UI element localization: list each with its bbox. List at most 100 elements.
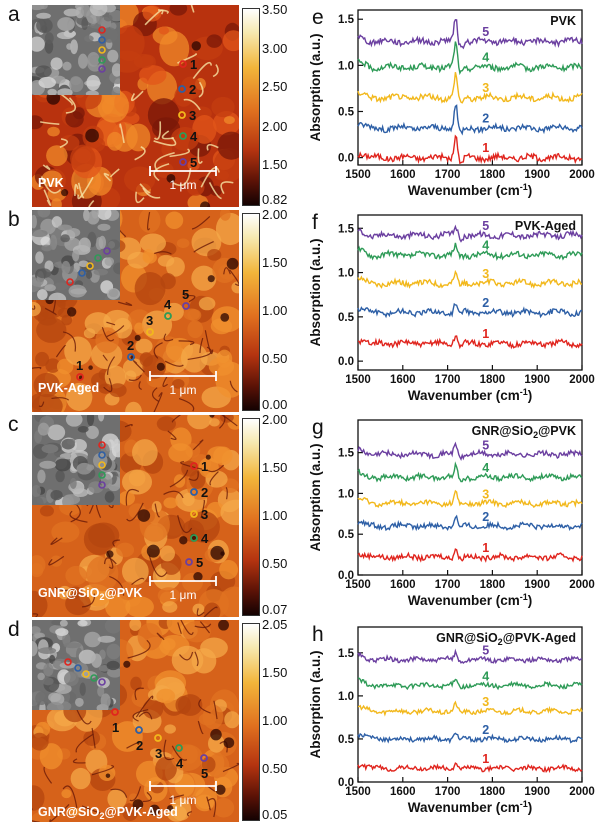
y-tick-label: 0.5 (338, 312, 355, 324)
sample-label: GNR@SiO2@PVK (38, 586, 142, 602)
chart-title: GNR@SiO2@PVK (472, 424, 576, 440)
chart-title: PVK-Aged (515, 219, 576, 233)
sample-label: PVK (38, 176, 64, 190)
chart-title: PVK (550, 14, 576, 28)
series-line-3 (357, 269, 582, 289)
y-tick-label: 1.5 (338, 448, 355, 460)
x-tick-label: 1700 (435, 579, 461, 591)
point-marker-2 (135, 726, 143, 734)
point-marker-5 (200, 754, 208, 762)
point-marker-1 (111, 708, 119, 716)
point-label-3: 3 (146, 313, 153, 328)
y-tick-label: 0.0 (338, 777, 354, 789)
point-label-2: 2 (189, 82, 196, 97)
point-marker-1 (179, 60, 187, 68)
x-tick-label: 2000 (569, 169, 595, 181)
chart-title: GNR@SiO2@PVK-Aged (436, 631, 576, 647)
y-tick-label: 1.5 (338, 223, 355, 235)
inset-marker-5 (98, 678, 106, 686)
color-bar-tick: 2.00 (262, 119, 288, 134)
series-label-5: 5 (482, 438, 489, 452)
y-axis-label: Absorption (a.u.) (308, 444, 323, 552)
point-label-4: 4 (190, 129, 198, 144)
x-tick-label: 1600 (390, 579, 416, 591)
panel-letter-a: a (8, 3, 20, 26)
x-tick-label: 1700 (435, 374, 461, 386)
inset-marker-4 (98, 56, 106, 64)
scale-bar-label: 1 μm (170, 383, 197, 397)
x-tick-label: 1700 (435, 786, 461, 798)
plot-frame (357, 419, 583, 576)
series-label-5: 5 (482, 644, 489, 658)
y-tick-label: 0.5 (338, 734, 355, 746)
sem-inset (32, 5, 120, 95)
x-tick-label: 1500 (345, 579, 371, 591)
series-line-1 (358, 335, 583, 350)
x-tick-label: 1800 (480, 374, 506, 386)
inset-marker-4 (94, 254, 102, 262)
series-label-1: 1 (482, 141, 489, 155)
point-marker-2 (127, 353, 135, 361)
sem-inset (32, 210, 120, 300)
inset-marker-4 (98, 471, 106, 479)
color-bar-tick: 1.50 (262, 665, 288, 680)
point-marker-1 (190, 462, 198, 470)
color-bar-tick: 1.50 (262, 460, 288, 475)
y-tick-label: 1.5 (338, 14, 355, 26)
point-marker-4 (179, 132, 187, 140)
color-bar-tick: 2.05 (262, 617, 288, 632)
sample-label: GNR@SiO2@PVK-Aged (38, 805, 178, 821)
x-tick-label: 1800 (480, 169, 506, 181)
series-line-2 (357, 104, 583, 136)
sample-label: PVK-Aged (38, 381, 99, 395)
afm-texture: 1 2 3 4 5 1 μm GNR@SiO2@PVK (32, 415, 239, 617)
series-line-5 (357, 19, 583, 50)
series-label-2: 2 (482, 296, 489, 310)
inset-marker-3 (82, 670, 90, 678)
sem-inset (32, 415, 120, 505)
plot-frame (357, 626, 583, 783)
panel-letter-c: c (8, 413, 19, 436)
x-axis-label: Wavenumber (cm-1) (408, 182, 533, 198)
point-label-3: 3 (155, 746, 162, 761)
color-bar-tick: 2.50 (262, 79, 288, 94)
inset-marker-5 (103, 247, 111, 255)
panel-letter-g: g (312, 416, 324, 439)
color-bar (242, 623, 260, 821)
series-line-4 (357, 461, 583, 483)
series-label-1: 1 (482, 541, 489, 555)
x-tick-label: 2000 (569, 579, 595, 591)
x-tick-label: 1500 (345, 374, 371, 386)
x-tick-label: 1500 (345, 169, 371, 181)
scale-bar-label: 1 μm (170, 793, 197, 807)
series-label-1: 1 (482, 327, 489, 341)
series-line-2 (357, 514, 583, 532)
point-marker-2 (190, 488, 198, 496)
x-tick-label: 1900 (524, 579, 550, 591)
series-line-3 (358, 700, 583, 717)
series-line-1 (357, 134, 583, 165)
y-tick-label: 0.5 (338, 529, 355, 541)
y-tick-label: 0.5 (338, 106, 355, 118)
scale-bar: 1 μm (149, 781, 217, 807)
color-bar-tick: 0.05 (262, 807, 288, 822)
point-label-4: 4 (176, 756, 184, 771)
series-label-2: 2 (482, 510, 489, 524)
point-label-2: 2 (136, 738, 143, 753)
y-tick-label: 1.5 (338, 648, 355, 660)
color-bar-tick: 0.82 (262, 192, 288, 207)
series-label-5: 5 (482, 25, 489, 39)
color-bar (242, 213, 260, 411)
point-marker-3 (146, 328, 154, 336)
point-label-1: 1 (76, 358, 83, 373)
color-bar-tick: 3.50 (262, 2, 288, 17)
scale-bar: 1 μm (149, 371, 217, 397)
panel-letter-f: f (312, 211, 318, 234)
plot-frame (357, 9, 583, 166)
color-bar-tick: 2.00 (262, 207, 288, 222)
spectrum-chart-g: g 1500 1600 1700 1800 1900 2000 0.0 0.5 1.0 1.5 Wav… (308, 416, 595, 608)
series-label-3: 3 (482, 267, 489, 281)
series-line-3 (357, 72, 583, 104)
point-marker-3 (178, 111, 186, 119)
